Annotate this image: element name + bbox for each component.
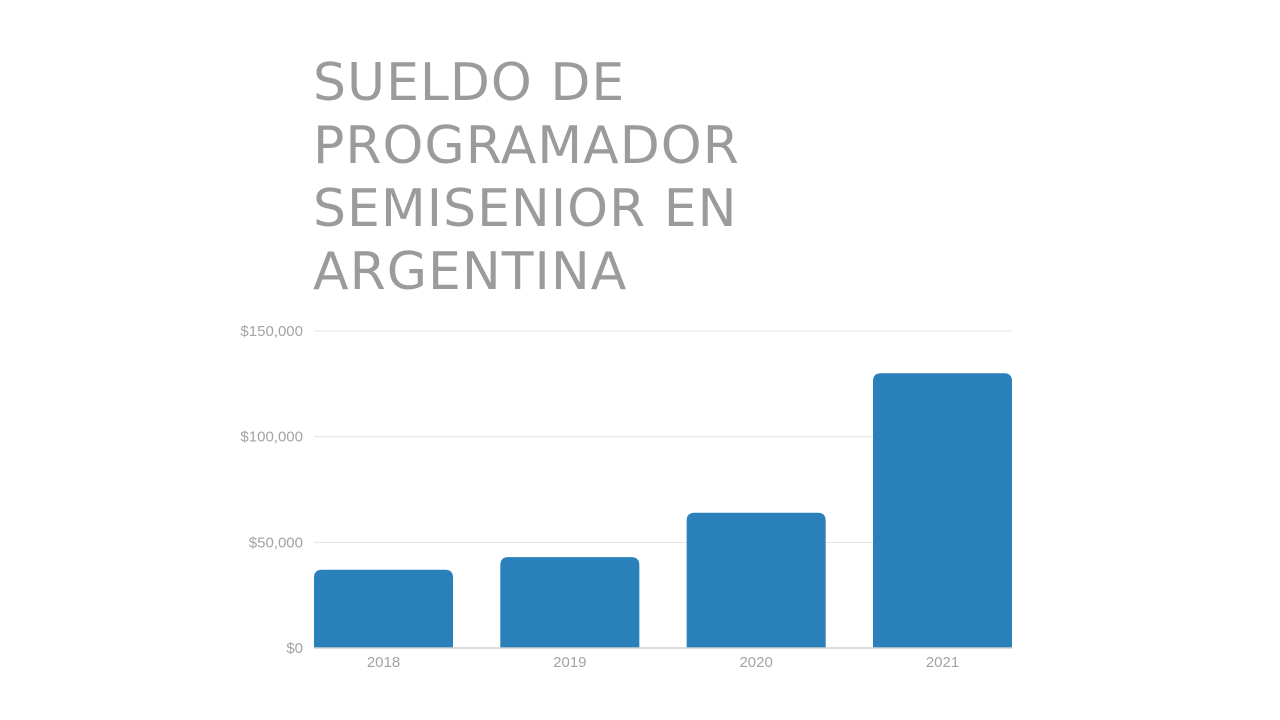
title-line: PROGRAMADOR [313,116,740,176]
title-line: SUELDO DE [313,53,626,113]
title-line: SEMISENIOR EN [313,179,738,239]
y-tick-label: $50,000 [249,534,303,551]
tick-labels: $0 $50,000 $100,000 $150,000 2018 2019 2020 202… [240,323,959,671]
bar [500,557,640,648]
bar [873,373,1012,648]
y-tick-label: $150,000 [240,323,303,340]
x-tick-label: 2018 [367,654,400,671]
bars [314,373,1012,648]
title-line: ARGENTINA [313,242,628,302]
y-tick-label: $0 [286,640,303,657]
y-tick-label: $100,000 [240,429,303,446]
x-tick-label: 2019 [553,654,586,671]
x-tick-label: 2021 [926,654,959,671]
chart-title: SUELDO DE PROGRAMADOR SEMISENIOR EN ARGE… [313,52,740,304]
x-tick-label: 2020 [739,654,772,671]
bar [686,512,826,648]
bar [314,569,453,648]
